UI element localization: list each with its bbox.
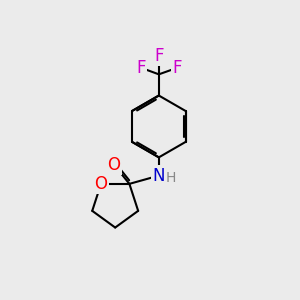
Text: F: F bbox=[136, 59, 146, 77]
Text: H: H bbox=[166, 171, 176, 185]
Text: O: O bbox=[108, 156, 121, 174]
Text: O: O bbox=[94, 175, 107, 193]
Text: F: F bbox=[154, 47, 164, 65]
Text: F: F bbox=[172, 59, 182, 77]
Text: N: N bbox=[153, 167, 165, 184]
